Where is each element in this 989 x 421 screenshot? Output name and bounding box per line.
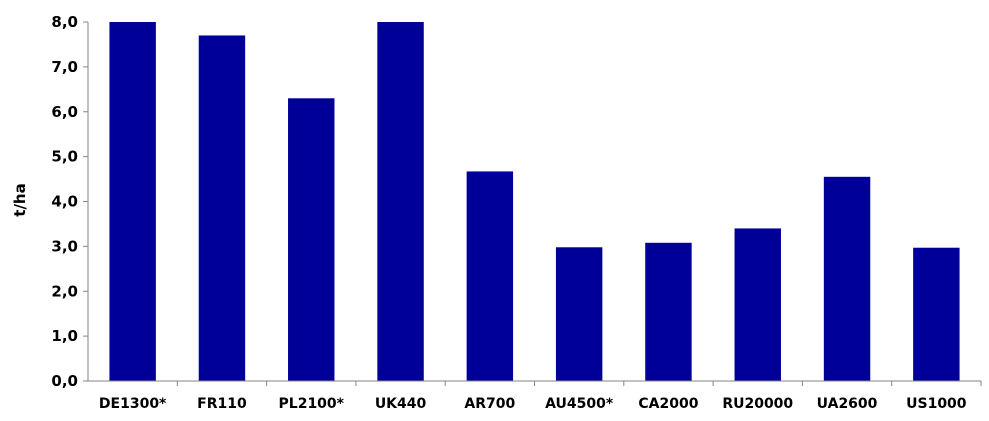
y-axis-ticks: 0,0 1,0 2,0 3,0 4,0 5,0 6,0 7,0 8,0 (51, 13, 88, 390)
x-category-label: UA2600 (817, 396, 878, 412)
bar (734, 228, 781, 381)
bar (823, 176, 871, 381)
x-category-label: PL2100* (279, 396, 345, 412)
y-tick-label: 6,0 (51, 103, 78, 121)
y-tick-label: 8,0 (51, 13, 78, 31)
y-tick-label: 0,0 (51, 372, 78, 390)
x-category-label: US1000 (906, 396, 967, 412)
y-axis-title-group: t/ha (11, 183, 29, 216)
x-category-label: DE1300* (99, 396, 167, 412)
bar (555, 247, 603, 381)
bar (198, 35, 246, 382)
x-axis-labels: DE1300* FR110 PL2100* UK440 AR700 AU4500* CA20… (99, 396, 967, 412)
y-axis-title: t/ha (11, 183, 29, 216)
y-tick-label: 3,0 (51, 237, 78, 255)
bar (466, 171, 514, 381)
x-category-label: FR110 (197, 396, 247, 412)
bar (109, 22, 156, 381)
y-tick-label: 5,0 (51, 148, 78, 166)
bar (288, 98, 335, 381)
axes (87, 22, 982, 386)
bar (645, 242, 692, 381)
x-category-label: CA2000 (638, 396, 698, 412)
bar (377, 22, 424, 381)
y-tick-label: 4,0 (51, 193, 78, 211)
y-tick-label: 2,0 (51, 282, 78, 300)
x-category-label: RU20000 (722, 396, 793, 412)
x-category-label: UK440 (375, 396, 427, 412)
y-tick-label: 1,0 (51, 327, 78, 345)
x-category-label: AU4500* (545, 396, 614, 412)
y-tick-label: 7,0 (51, 58, 78, 76)
bars (109, 22, 960, 382)
bar (913, 247, 960, 381)
x-category-label: AR700 (464, 396, 515, 412)
